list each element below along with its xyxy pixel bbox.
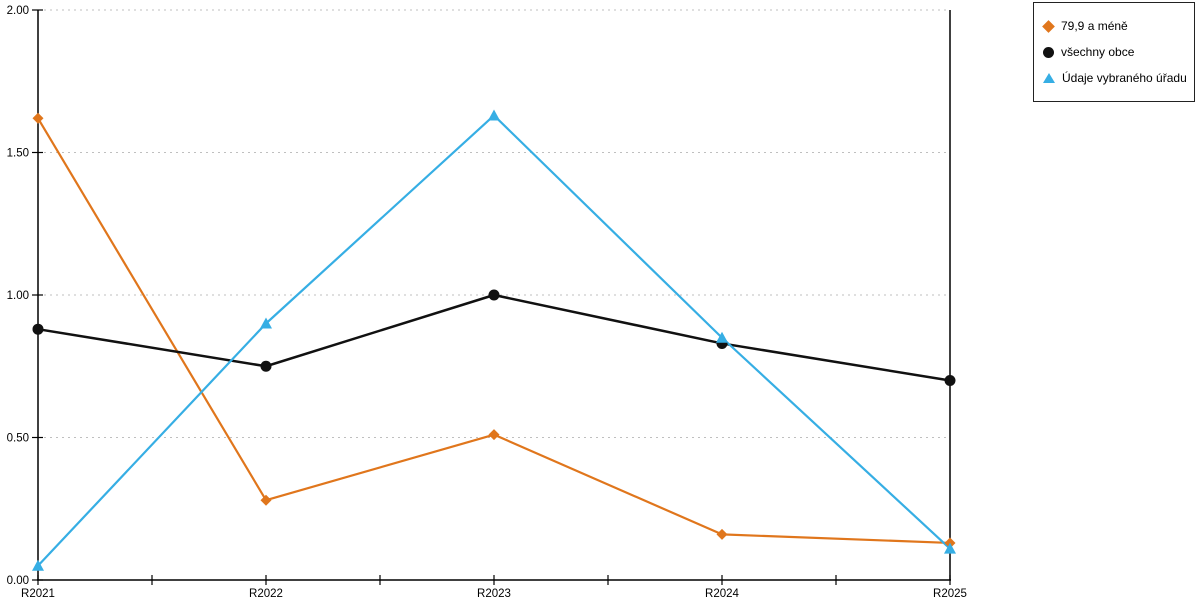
circle-marker-icon	[1043, 46, 1054, 58]
series-line-triangle	[37, 114, 951, 567]
legend-item-udaje-vybraneho-uradu: Údaje vybraného úřadu	[1043, 66, 1187, 90]
y-tick-label: 1.00	[7, 290, 29, 302]
triangle-marker	[260, 317, 272, 329]
diamond-marker-icon	[1042, 19, 1055, 33]
legend-item-79-9-a-mene: 79,9 a méně	[1042, 14, 1186, 38]
circle-marker	[32, 323, 44, 335]
diamond-marker	[488, 429, 500, 441]
circle-marker	[260, 360, 272, 372]
x-tick-label: R2025	[933, 588, 967, 600]
triangle-marker	[716, 331, 728, 343]
x-tick-label: R2024	[705, 588, 739, 600]
x-tick-label: R2023	[477, 588, 511, 600]
diamond-marker	[716, 528, 728, 540]
diamond-marker	[32, 112, 44, 124]
triangle-marker	[944, 542, 956, 554]
circle-marker	[488, 289, 500, 301]
series-line-diamond	[37, 117, 951, 545]
legend-label: 79,9 a méně	[1061, 19, 1128, 33]
legend-item-vsechny-obce: všechny obce	[1043, 40, 1186, 64]
circle-marker	[944, 375, 956, 386]
legend-label: Údaje vybraného úřadu	[1062, 71, 1187, 85]
triangle-marker-icon	[1043, 73, 1055, 83]
y-tick-label: 2.00	[7, 5, 29, 17]
legend: 79,9 a méně všechny obce Údaje vybraného…	[1033, 2, 1195, 102]
diamond-marker	[260, 494, 272, 506]
triangle-marker	[488, 109, 500, 121]
legend-label: všechny obce	[1061, 45, 1135, 59]
plot-area: 0.00 0.50 1.00 1.50 2.00 R2021 R2022 R2023 R2024…	[7, 5, 967, 600]
x-tick-label: R2022	[249, 588, 283, 600]
y-tick-label: 1.50	[7, 148, 29, 160]
triangle-marker	[32, 559, 44, 571]
series-line-circle	[37, 293, 951, 382]
x-tick-label: R2021	[21, 588, 55, 600]
y-tick-label: 0.00	[7, 575, 29, 587]
y-tick-label: 0.50	[7, 433, 29, 445]
